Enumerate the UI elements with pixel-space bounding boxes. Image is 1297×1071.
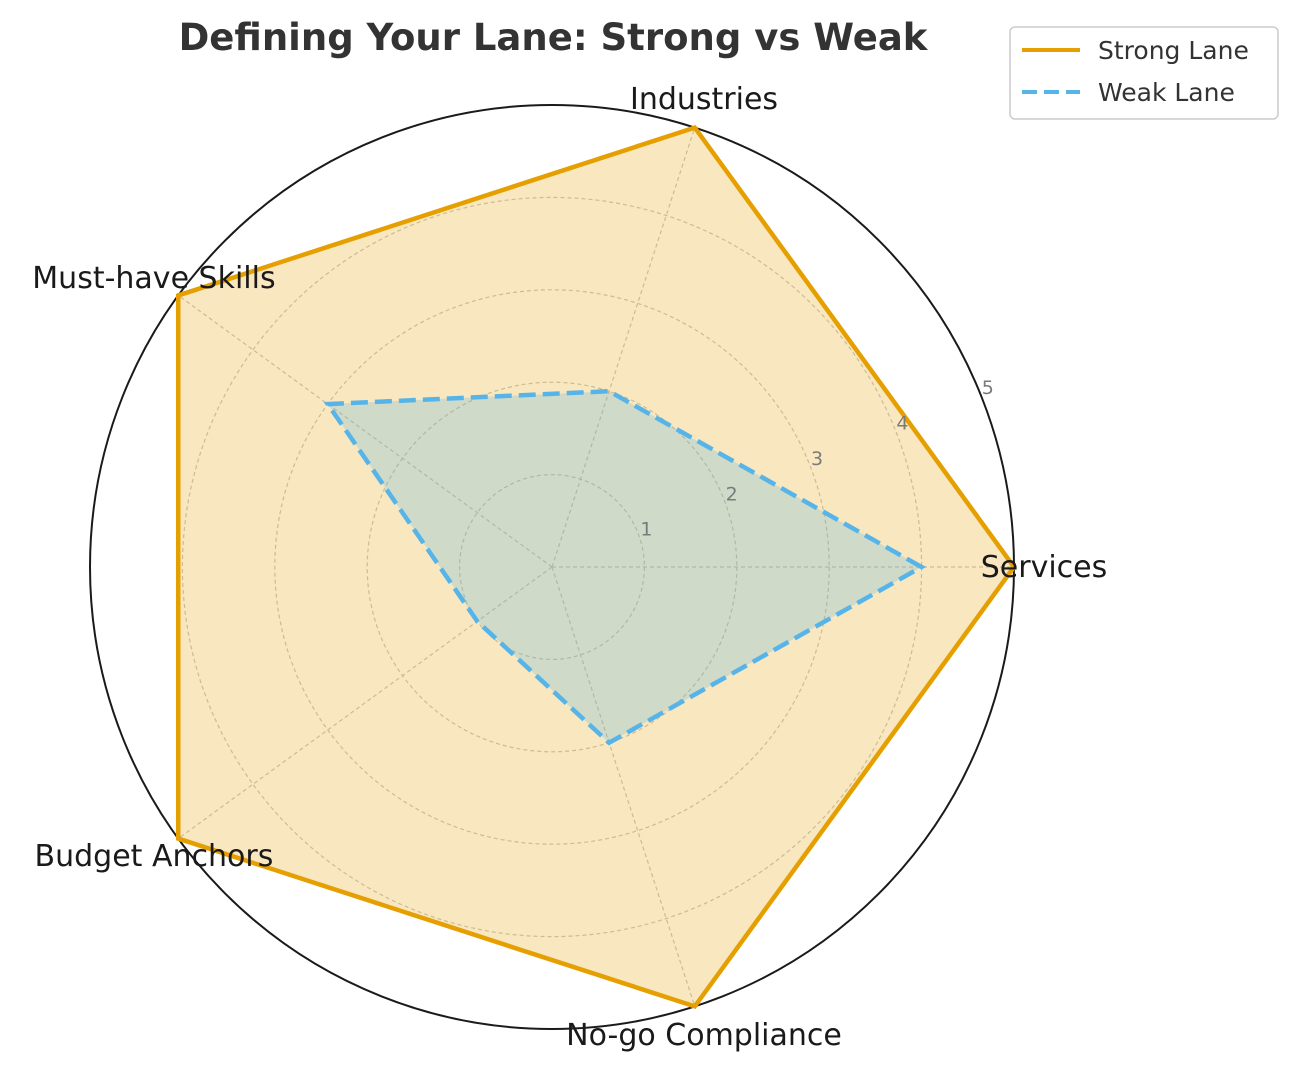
r-tick-label: 3	[811, 448, 823, 470]
grid-spoke	[551, 127, 696, 568]
series-fill-weak-lane	[327, 391, 922, 743]
axis-label-industries: Industries	[630, 82, 778, 117]
legend-label-weak-lane: Weak Lane	[1098, 78, 1235, 107]
r-tick-label: 5	[982, 377, 994, 399]
grid-spoke	[551, 566, 696, 1007]
legend-label-strong-lane: Strong Lane	[1098, 36, 1249, 65]
r-tick-label: 4	[896, 413, 908, 435]
radar-series	[175, 124, 1017, 1010]
series-line-weak-lane	[323, 388, 927, 746]
legend: Strong Lane Weak Lane	[1009, 26, 1279, 120]
axis-label-budget-anchors: Budget Anchors	[35, 839, 274, 874]
series-line-strong-lane	[175, 124, 1017, 1010]
grid-spoke	[177, 294, 553, 568]
axis-label-must-have-skills: Must-have Skills	[32, 261, 275, 296]
axis-label-services: Services	[981, 550, 1108, 585]
r-tick-label: 2	[726, 483, 738, 505]
chart-title: Defining Your Lane: Strong vs Weak	[179, 16, 929, 59]
grid-circle	[274, 289, 830, 845]
grid-spoke	[177, 566, 553, 840]
series-fill-strong-lane	[178, 127, 1015, 1007]
axis-label-no-go-compliance: No-go Compliance	[566, 1018, 842, 1053]
r-tick-label: 1	[640, 519, 652, 541]
radar-labels: 1 2 3 4 5 Services Industries Must-have Skills B…	[32, 82, 1107, 1053]
